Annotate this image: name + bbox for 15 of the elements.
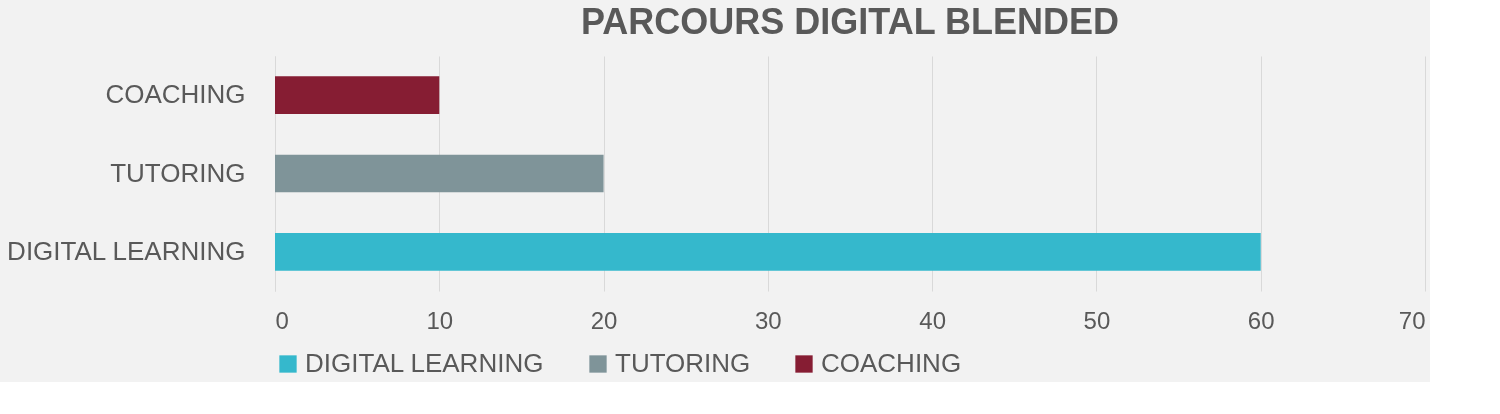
x-tick-label: 40 <box>919 306 946 334</box>
x-tick-label: 20 <box>590 306 618 334</box>
x-tick-label: 0 <box>275 306 289 334</box>
legend-label: COACHING <box>821 348 962 378</box>
x-tick-label: 10 <box>426 306 454 334</box>
legend-label: TUTORING <box>615 348 751 378</box>
legend-label: DIGITAL LEARNING <box>305 348 544 378</box>
x-tick-label: 50 <box>1083 306 1111 334</box>
y-tick-label: COACHING <box>105 79 246 110</box>
y-tick-label: DIGITAL LEARNING <box>7 235 246 266</box>
chart-title: PARCOURS DIGITAL BLENDED <box>580 1 1120 42</box>
x-tick-label: 70 <box>1398 306 1426 334</box>
x-tick-label: 30 <box>755 306 782 334</box>
y-tick-label: TUTORING <box>110 157 246 188</box>
x-tick-label: 60 <box>1247 306 1275 334</box>
